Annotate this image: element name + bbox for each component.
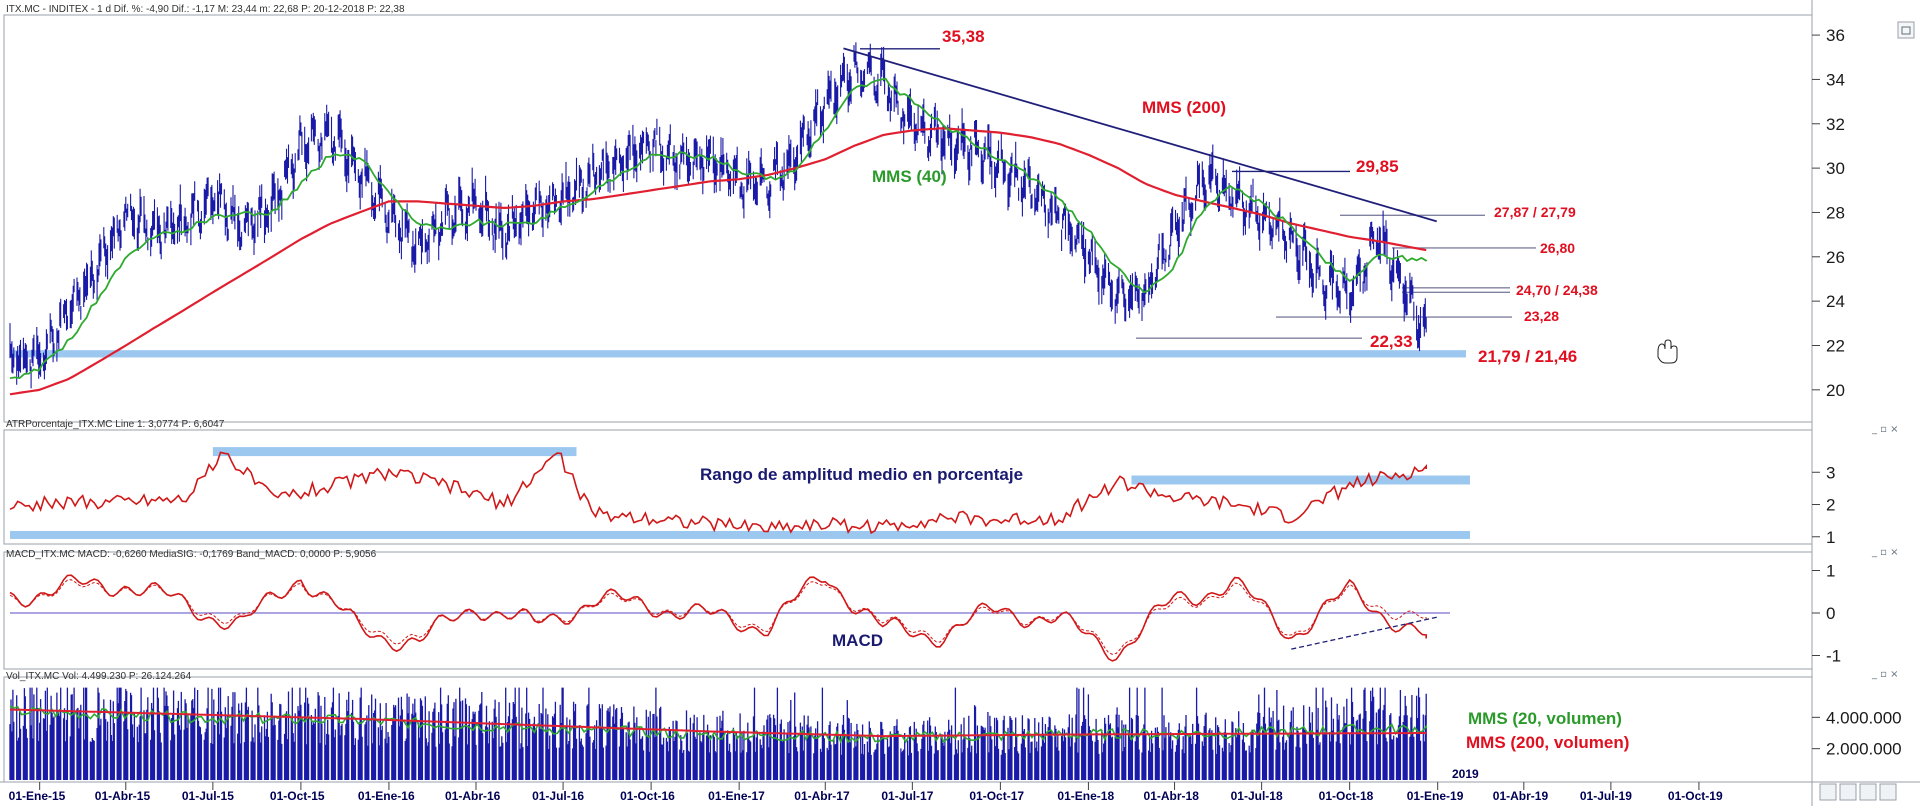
x-tick-label: 01-Abr-18 bbox=[1144, 789, 1200, 803]
x-tick-label: 01-Ene-16 bbox=[358, 789, 415, 803]
x-tick-label: 01-Oct-18 bbox=[1319, 789, 1374, 803]
label-level-b: 26,80 bbox=[1540, 240, 1575, 256]
x-tick-label: 01-Jul-19 bbox=[1580, 789, 1632, 803]
y-tick-label-price: 20 bbox=[1826, 381, 1845, 400]
y-tick-label-price: 34 bbox=[1826, 70, 1845, 89]
label-level-c: 24,70 / 24,38 bbox=[1516, 282, 1598, 298]
y-tick-label-vol: 4.000.000 bbox=[1826, 708, 1902, 727]
y-tick-label-macd: 1 bbox=[1826, 562, 1835, 581]
label-high-2018: 29,85 bbox=[1356, 157, 1399, 176]
x-tick-label: 01-Abr-16 bbox=[445, 789, 501, 803]
y-tick-label-price: 32 bbox=[1826, 115, 1845, 134]
x-tick-label: 01-Ene-15 bbox=[9, 789, 66, 803]
y-tick-label-price: 24 bbox=[1826, 292, 1845, 311]
y-tick-label-price: 30 bbox=[1826, 159, 1845, 178]
macd-trendline bbox=[1291, 616, 1437, 650]
atr-band-top bbox=[212, 447, 577, 457]
x-tick-label: 01-Ene-19 bbox=[1407, 789, 1464, 803]
support-band bbox=[10, 350, 1466, 358]
y-tick-label-price: 28 bbox=[1826, 203, 1845, 222]
label-level-a: 27,87 / 27,79 bbox=[1494, 204, 1576, 220]
toolbar-icons[interactable] bbox=[1819, 783, 1897, 801]
y-tick-label-macd: -1 bbox=[1826, 647, 1841, 666]
atr-header: ATRPorcentaje_ITX.MC Line 1: 3,0774 P: 6… bbox=[6, 419, 225, 430]
mms40-line bbox=[9, 77, 1428, 380]
svg-text:_ ▫ ×: _ ▫ × bbox=[1871, 547, 1899, 558]
x-tick-label: 01-Jul-17 bbox=[881, 789, 933, 803]
x-tick-label: 01-Ene-18 bbox=[1057, 789, 1114, 803]
label-mms40: MMS (40) bbox=[872, 167, 947, 186]
atr-band-mid bbox=[1131, 475, 1470, 485]
label-mms200: MMS (200) bbox=[1142, 98, 1226, 117]
atr-line bbox=[9, 451, 1427, 535]
label-level-d: 23,28 bbox=[1524, 308, 1559, 324]
label-vol-mms200: MMS (200, volumen) bbox=[1466, 733, 1629, 752]
svg-text:_ ▫ ×: _ ▫ × bbox=[1871, 424, 1899, 435]
y-tick-label-macd: 0 bbox=[1826, 604, 1835, 623]
x-tick-label: 01-Jul-15 bbox=[182, 789, 234, 803]
hand-cursor-icon bbox=[1657, 339, 1678, 364]
label-macd: MACD bbox=[832, 631, 883, 650]
x-tick-label: 01-Oct-17 bbox=[969, 789, 1024, 803]
x-tick-label: 01-Abr-19 bbox=[1493, 789, 1549, 803]
x-tick-label: 01-Abr-17 bbox=[794, 789, 850, 803]
y-tick-label-price: 22 bbox=[1826, 336, 1845, 355]
label-vol-mms20: MMS (20, volumen) bbox=[1468, 709, 1622, 728]
volume-mms200-line bbox=[9, 708, 1427, 738]
macd-window-controls-icon[interactable]: _ ▫ × bbox=[1871, 547, 1899, 558]
x-tick-label: 01-Abr-15 bbox=[95, 789, 151, 803]
price-header: ITX.MC - INDITEX - 1 d Dif. %: -4,90 Dif… bbox=[6, 4, 405, 15]
y-tick-label-atr: 2 bbox=[1826, 496, 1835, 515]
y-tick-label-atr: 1 bbox=[1826, 528, 1835, 547]
volume-bars bbox=[9, 687, 1427, 780]
x-tick-label: 01-Oct-19 bbox=[1668, 789, 1723, 803]
volume-window-controls-icon[interactable]: _ ▫ × bbox=[1871, 669, 1899, 680]
label-high-2017: 35,38 bbox=[942, 27, 985, 46]
label-atr: Rango de amplitud medio en porcentaje bbox=[700, 465, 1023, 484]
y-tick-label-vol: 2.000.000 bbox=[1826, 740, 1902, 759]
x-tick-label: 01-Jul-18 bbox=[1231, 789, 1283, 803]
x-tick-label: 01-Oct-16 bbox=[620, 789, 675, 803]
volume-header: Vol_ITX.MC Vol: 4.499.230 P: 26.124.264 bbox=[6, 671, 192, 682]
atr-window-controls-icon[interactable]: _ ▫ × bbox=[1871, 424, 1899, 435]
x-tick-label: 01-Oct-15 bbox=[270, 789, 325, 803]
atr-band-bottom bbox=[10, 530, 1470, 539]
resistance-trendline bbox=[843, 47, 1437, 223]
label-low-2018: 22,33 bbox=[1370, 332, 1413, 351]
x-tick-label: 01-Ene-17 bbox=[708, 789, 765, 803]
x-year-label: 2019 bbox=[1452, 767, 1479, 781]
price-maximize-icon[interactable] bbox=[1897, 21, 1915, 39]
macd-line bbox=[9, 574, 1427, 662]
macd-header: MACD_ITX.MC MACD: -0,6260 MediaSIG: -0,1… bbox=[6, 549, 377, 560]
label-support: 21,79 / 21,46 bbox=[1478, 347, 1577, 366]
y-tick-label-atr: 3 bbox=[1826, 463, 1835, 482]
mms200-line bbox=[9, 127, 1427, 396]
svg-text:_ ▫ ×: _ ▫ × bbox=[1871, 669, 1899, 680]
y-tick-label-price: 36 bbox=[1826, 26, 1845, 45]
y-tick-label-price: 26 bbox=[1826, 248, 1845, 267]
x-tick-label: 01-Jul-16 bbox=[532, 789, 584, 803]
